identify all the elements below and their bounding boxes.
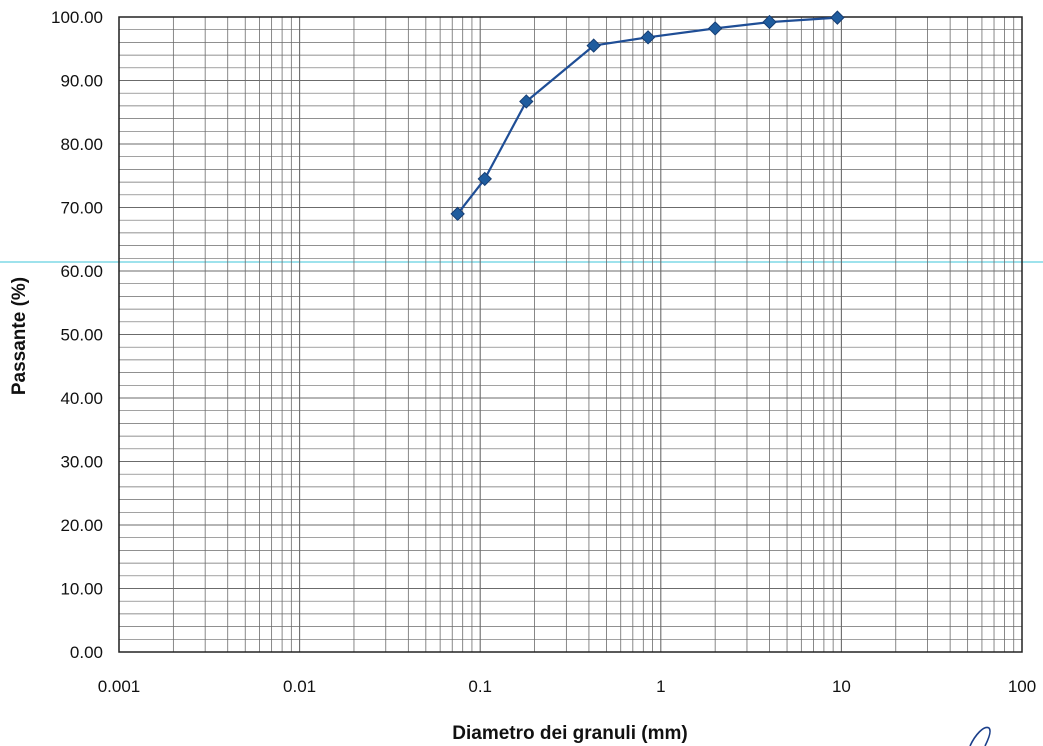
y-tick-label: 70.00 <box>60 199 103 218</box>
y-tick-label: 80.00 <box>60 135 103 154</box>
y-tick-label: 40.00 <box>60 389 103 408</box>
x-tick-label: 0.001 <box>98 677 141 696</box>
y-axis-tick-labels: 0.00 10.00 20.00 30.00 40.00 50.00 60.00 70.00 8… <box>51 8 103 662</box>
data-point-marker <box>707 21 723 36</box>
y-tick-label: 0.00 <box>70 643 103 662</box>
data-point-marker <box>477 171 492 187</box>
y-tick-label: 100.00 <box>51 8 103 27</box>
y-tick-label: 20.00 <box>60 516 103 535</box>
x-axis-tick-labels: 0.001 0.01 0.1 1 10 100 <box>98 677 1036 696</box>
signature-mark <box>969 726 991 746</box>
data-point-marker <box>640 30 656 45</box>
data-point-marker <box>519 94 534 109</box>
x-tick-label: 10 <box>832 677 851 696</box>
y-tick-label: 30.00 <box>60 453 103 472</box>
y-tick-label: 90.00 <box>60 72 103 91</box>
y-tick-label: 50.00 <box>60 326 103 345</box>
series-passante <box>450 10 845 222</box>
x-tick-label: 0.1 <box>468 677 492 696</box>
x-tick-label: 0.01 <box>283 677 316 696</box>
plot-grid <box>118 16 1022 653</box>
series-line <box>456 16 838 215</box>
y-tick-label: 60.00 <box>60 262 103 281</box>
data-point-marker <box>762 14 777 30</box>
data-point-marker <box>830 10 845 25</box>
data-point-marker <box>586 38 601 53</box>
y-tick-label: 10.00 <box>60 580 103 599</box>
x-tick-label: 1 <box>656 677 665 696</box>
data-point-marker <box>450 206 465 222</box>
x-tick-label: 100 <box>1008 677 1036 696</box>
plot-area-border <box>118 16 1023 653</box>
y-axis-title: Passante (%) <box>9 277 30 395</box>
x-axis-title: Diametro dei granuli (mm) <box>452 723 687 744</box>
